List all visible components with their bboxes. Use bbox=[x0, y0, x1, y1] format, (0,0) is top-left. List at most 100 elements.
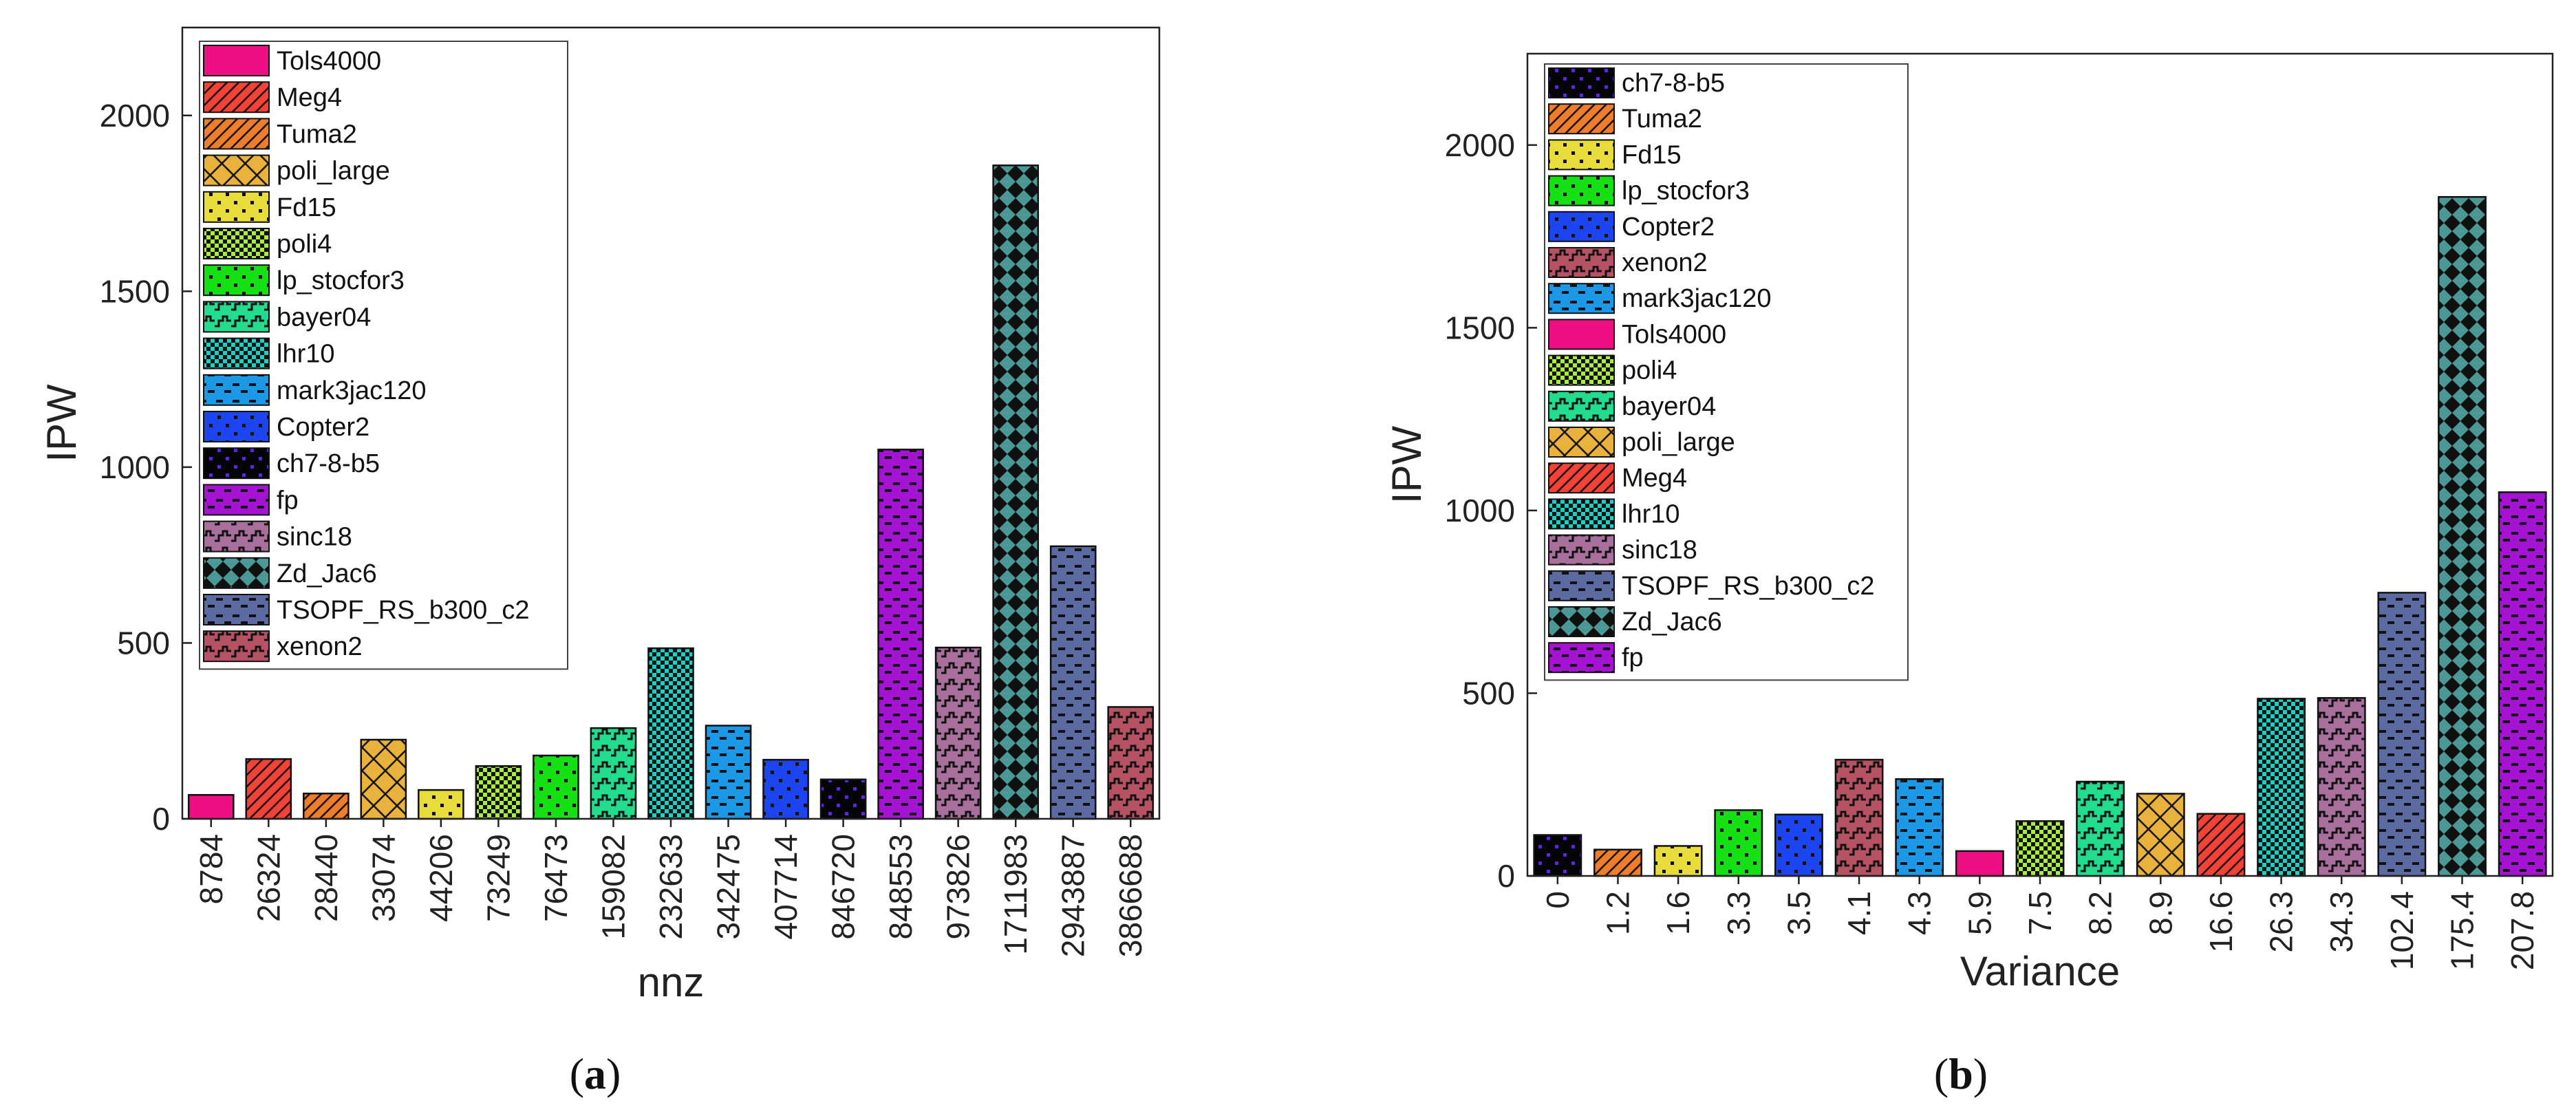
panel-a-legend-label-ch7-8-b5: ch7-8-b5 bbox=[277, 449, 380, 478]
panel-b-legend-swatch-fp bbox=[1548, 642, 1615, 674]
panel-b-legend-swatch-xenon2 bbox=[1548, 247, 1615, 278]
panel-b-ytick-label: 2000 bbox=[1445, 127, 1515, 163]
panel-a-legend-label-sinc18: sinc18 bbox=[277, 523, 352, 552]
panel-b-ytick-label: 1500 bbox=[1445, 310, 1515, 345]
panel-b-legend-label-sinc18: sinc18 bbox=[1622, 536, 1697, 565]
panel-a-legend-swatch-zd-jac6 bbox=[203, 557, 270, 589]
panel-b-legend-swatch-lhr10 bbox=[1548, 498, 1615, 530]
panel-b-xtick-label: 34.3 bbox=[2323, 891, 2359, 953]
panel-a-y-axis-label: IPW bbox=[39, 384, 85, 462]
panel-a-legend-label-lhr10: lhr10 bbox=[277, 340, 335, 369]
panel-b-xtick-label: 0 bbox=[1540, 891, 1576, 909]
panel-b-bar-meg4 bbox=[2196, 813, 2246, 877]
panel-a-bar-tsopf-rs-b300-c2 bbox=[1049, 545, 1097, 820]
panel-b-ytick-label: 500 bbox=[1462, 675, 1515, 711]
panel-a-bar-xenon2 bbox=[1107, 706, 1155, 820]
panel-b-legend-label-fp: fp bbox=[1622, 643, 1644, 672]
panel-b-legend-label-xenon2: xenon2 bbox=[1622, 248, 1708, 277]
panel-a-legend-label-tols4000: Tols4000 bbox=[277, 47, 381, 76]
panel-b-xtick-label: 102.4 bbox=[2384, 891, 2420, 970]
panel-b-legend-label-tsopf-rs-b300-c2: TSOPF_RS_b300_c2 bbox=[1622, 572, 1875, 601]
panel-b-xtick-label: 1.6 bbox=[1660, 891, 1696, 935]
panel-a-legend-swatch-ch7-8-b5 bbox=[203, 447, 270, 480]
panel-b-legend-label-poli4: poli4 bbox=[1622, 356, 1677, 385]
panel-b-legend-swatch-mark3jac120 bbox=[1548, 283, 1615, 314]
panel-b-xtick-label: 8.2 bbox=[2083, 891, 2118, 935]
panel-a-bar-poli-large bbox=[360, 738, 407, 820]
panel-b-caption: (b) bbox=[1934, 1049, 1988, 1098]
panel-a-xtick-label: 232633 bbox=[653, 834, 689, 940]
panel-a-bar-lhr10 bbox=[647, 647, 694, 820]
panel-b-xtick-label: 3.3 bbox=[1721, 891, 1757, 935]
panel-a-legend-label-lp-stocfor3: lp_stocfor3 bbox=[277, 266, 405, 295]
panel-b-xtick-label: 4.3 bbox=[1902, 891, 1938, 935]
panel-b-bar-sinc18 bbox=[2317, 697, 2366, 877]
panel-b-bar-zd-jac6 bbox=[2438, 195, 2487, 877]
panel-a-legend-swatch-xenon2 bbox=[203, 630, 270, 663]
panel-b-bar-lhr10 bbox=[2257, 698, 2306, 877]
panel-b-x-axis-label: Variance bbox=[1960, 948, 2120, 994]
panel-a-bar-tols4000 bbox=[187, 793, 235, 820]
panel-a-xtick-label: 846720 bbox=[826, 834, 861, 940]
panel-b-y-axis-label: IPW bbox=[1384, 425, 1430, 504]
panel-a-legend-swatch-copter2 bbox=[203, 411, 270, 442]
panel-a-bar-sinc18 bbox=[934, 646, 982, 820]
panel-b-bar-tuma2 bbox=[1593, 848, 1642, 877]
panel-b-legend-swatch-tols4000 bbox=[1548, 319, 1615, 350]
panel-a-xtick-label: 28440 bbox=[308, 834, 344, 922]
panel-a-bar-tuma2 bbox=[302, 792, 350, 820]
panel-b-xtick-label: 8.9 bbox=[2143, 891, 2178, 935]
panel-a-legend-swatch-meg4 bbox=[203, 81, 270, 114]
panel-a-ytick-label: 1000 bbox=[100, 449, 170, 485]
panel-a-xtick-label: 73249 bbox=[480, 834, 516, 922]
panel-a-bar-mark3jac120 bbox=[705, 725, 752, 820]
panel-a-bar-copter2 bbox=[762, 758, 809, 820]
panel-a-legend-swatch-tsopf-rs-b300-c2 bbox=[203, 594, 270, 625]
panel-a-legend-swatch-tuma2 bbox=[203, 118, 270, 150]
panel-b-ytick-label: 1000 bbox=[1445, 493, 1515, 528]
panel-a-ytick-label: 0 bbox=[152, 801, 170, 837]
panel-a-legend-label-zd-jac6: Zd_Jac6 bbox=[277, 559, 377, 588]
panel-a-legend-label-xenon2: xenon2 bbox=[277, 632, 363, 661]
panel-a-bar-poli4 bbox=[475, 765, 522, 820]
panel-a-bar-fp bbox=[877, 449, 924, 820]
panel-b-legend-swatch-poli-large bbox=[1548, 427, 1615, 458]
panel-a-xtick-label: 8784 bbox=[193, 834, 229, 904]
panel-a-bar-lp-stocfor3 bbox=[533, 754, 579, 820]
panel-a-xtick-label: 407714 bbox=[768, 834, 804, 940]
panel-a-legend: Tols4000 Meg4 Tuma2 poli_large Fd15 poli4 lp_s… bbox=[199, 41, 568, 670]
panel-b-legend-swatch-meg4 bbox=[1548, 462, 1615, 494]
panel-a-xtick-label: 973826 bbox=[941, 834, 976, 940]
panel-a-ytick-label: 2000 bbox=[100, 98, 170, 133]
panel-b-legend-label-fd15: Fd15 bbox=[1622, 140, 1682, 169]
panel-b-legend-label-poli-large: poli_large bbox=[1622, 428, 1735, 457]
panel-a-chart: 0 500 1000 1500 2000 8784 26324 28440 33074 44206… bbox=[39, 26, 1161, 1005]
panel-b-legend-label-tols4000: Tols4000 bbox=[1622, 320, 1726, 349]
panel-a-legend-swatch-fp bbox=[203, 484, 270, 516]
panel-a-legend-label-tsopf-rs-b300-c2: TSOPF_RS_b300_c2 bbox=[277, 596, 530, 625]
panel-b-bar-poli-large bbox=[2136, 793, 2185, 877]
panel-b-xtick-label: 3.5 bbox=[1781, 891, 1816, 935]
panel-b-xtick-label: 1.2 bbox=[1600, 891, 1635, 935]
panel-b-legend-label-bayer04: bayer04 bbox=[1622, 392, 1716, 421]
panel-b-legend-label-mark3jac120: mark3jac120 bbox=[1622, 284, 1772, 313]
panel-b-bar-copter2 bbox=[1774, 813, 1823, 877]
panel-a-legend-swatch-sinc18 bbox=[203, 520, 270, 553]
panel-a-legend-swatch-bayer04 bbox=[203, 301, 270, 333]
panel-b-bar-ch7-8-b5 bbox=[1533, 834, 1582, 877]
panel-b-xtick-label: 7.5 bbox=[2022, 891, 2058, 935]
panel-b-legend-swatch-poli4 bbox=[1548, 354, 1615, 386]
panel-b-bar-fd15 bbox=[1653, 845, 1703, 877]
panel-a-x-axis-label: nnz bbox=[638, 959, 705, 1005]
panel-b-bar-mark3jac120 bbox=[1895, 778, 1944, 877]
panel-a-legend-swatch-poli4 bbox=[203, 228, 270, 259]
panel-b-legend-label-copter2: Copter2 bbox=[1622, 213, 1715, 242]
panel-b-legend-label-meg4: Meg4 bbox=[1622, 464, 1687, 493]
panel-b-bar-bayer04 bbox=[2076, 780, 2125, 877]
panel-a-xtick-label: 76473 bbox=[538, 834, 574, 922]
panel-b-xtick-label: 26.3 bbox=[2264, 891, 2299, 953]
panel-b-legend: ch7-8-b5 Tuma2 Fd15 lp_stocfor3 Copter2 xenon… bbox=[1544, 63, 1909, 681]
panel-a-legend-label-poli4: poli4 bbox=[277, 230, 332, 259]
panel-a-legend-label-bayer04: bayer04 bbox=[277, 303, 371, 332]
